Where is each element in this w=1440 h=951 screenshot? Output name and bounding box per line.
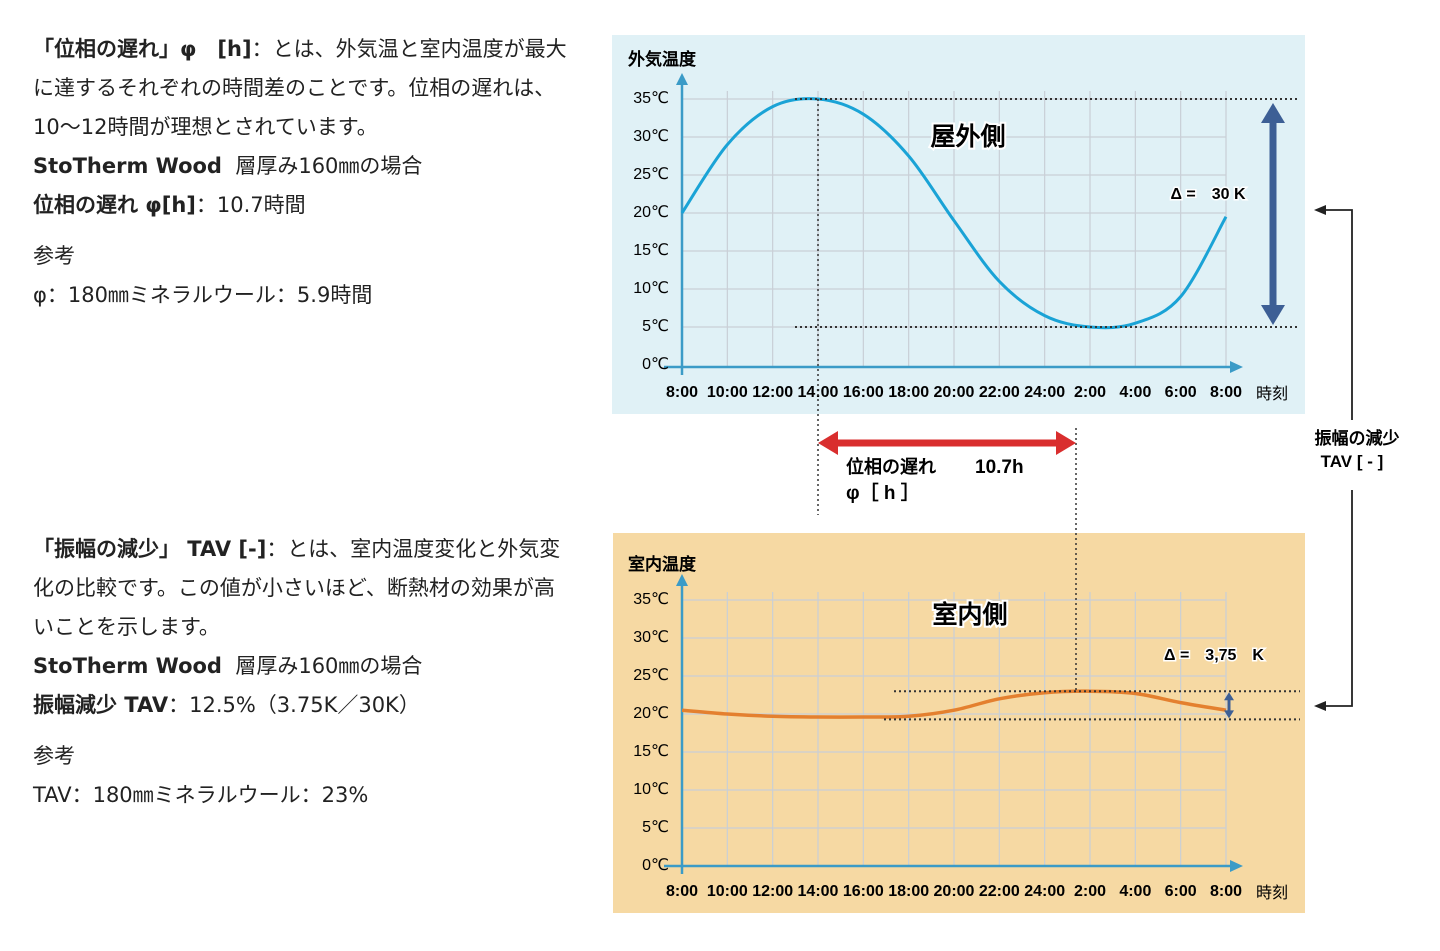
phase-result-label: 位相の遅れ φ[h] bbox=[33, 193, 196, 217]
x-axis-title: 時刻 bbox=[1256, 884, 1288, 902]
x-axis-title: 時刻 bbox=[1256, 385, 1288, 403]
tav-ref-label: 参考 bbox=[33, 744, 75, 768]
x-tick-label: 10:00 bbox=[707, 384, 748, 401]
x-axis-arrow-icon bbox=[1230, 361, 1243, 373]
side-annotation: 屋外側 bbox=[930, 122, 1005, 151]
y-tick-label: 10℃ bbox=[633, 781, 669, 798]
y-axis-arrow-icon bbox=[676, 574, 688, 586]
tav-result-label: 振幅減少 TAV bbox=[33, 693, 169, 717]
y-tick-label: 25℃ bbox=[633, 166, 669, 183]
x-tick-label: 10:00 bbox=[707, 883, 748, 900]
y-tick-label: 20℃ bbox=[633, 204, 669, 221]
indoor-panel bbox=[613, 533, 1305, 913]
series-line-indoor bbox=[681, 689, 1227, 719]
tav-unit: TAV [ - ] bbox=[1321, 452, 1384, 471]
x-tick-label: 14:00 bbox=[798, 883, 839, 900]
y-axis-title: 室内温度 bbox=[628, 554, 697, 574]
x-tick-label: 4:00 bbox=[1119, 883, 1151, 900]
phase-value: 10.7h bbox=[975, 457, 1024, 478]
y-tick-label: 15℃ bbox=[633, 743, 669, 760]
phase-ref-label: 参考 bbox=[33, 244, 75, 268]
phase-product: StoTherm Wood bbox=[33, 154, 222, 178]
y-tick-label: 0℃ bbox=[642, 356, 669, 373]
x-tick-label: 8:00 bbox=[1210, 384, 1242, 401]
y-axis-arrow-icon bbox=[676, 73, 688, 85]
y-tick-label: 30℃ bbox=[633, 629, 669, 646]
x-tick-label: 12:00 bbox=[752, 384, 793, 401]
y-tick-label: 5℃ bbox=[642, 819, 669, 836]
x-tick-label: 8:00 bbox=[1210, 883, 1242, 900]
x-tick-label: 20:00 bbox=[934, 883, 975, 900]
delta-label: Δ = 3,75 K bbox=[1164, 647, 1264, 664]
y-tick-label: 35℃ bbox=[633, 591, 669, 608]
x-tick-label: 14:00 bbox=[798, 384, 839, 401]
tav-description: ：とは、室内温度変化と外気変化の比較です。この値が小さいほど、断熱材の効果が高い… bbox=[33, 537, 561, 639]
tav-bracket bbox=[1322, 209, 1353, 707]
tav-case: 層厚み160㎜の場合 bbox=[235, 654, 423, 678]
x-tick-label: 16:00 bbox=[843, 384, 884, 401]
y-tick-label: 35℃ bbox=[633, 90, 669, 107]
y-tick-label: 0℃ bbox=[642, 857, 669, 874]
tav-label: 振幅の減少 bbox=[1315, 428, 1400, 448]
y-axis-title: 外気温度 bbox=[628, 49, 697, 69]
y-tick-label: 10℃ bbox=[633, 280, 669, 297]
x-tick-label: 6:00 bbox=[1165, 883, 1197, 900]
tav-product: StoTherm Wood bbox=[33, 654, 222, 678]
side-annotation: 室内側 bbox=[932, 600, 1007, 629]
x-tick-label: 22:00 bbox=[979, 384, 1020, 401]
tav-result-value: ：12.5%（3.75K／30K） bbox=[168, 693, 420, 717]
phase-ref-text: φ：180㎜ミネラルウール：5.9時間 bbox=[33, 283, 373, 307]
phase-title: 「位相の遅れ」φ [h] bbox=[33, 37, 252, 61]
phase-description: ：とは、外気温と室内温度が最大に達するそれぞれの時間差のことです。位相の遅れは、… bbox=[33, 37, 567, 139]
x-tick-label: 8:00 bbox=[666, 883, 698, 900]
phase-result-value: ：10.7時間 bbox=[195, 193, 306, 217]
x-tick-label: 2:00 bbox=[1074, 384, 1106, 401]
delta-arrow-up-icon bbox=[1261, 103, 1285, 123]
x-tick-label: 16:00 bbox=[843, 883, 884, 900]
tav-ref-text: TAV：180㎜ミネラルウール：23% bbox=[33, 783, 369, 807]
x-tick-label: 22:00 bbox=[979, 883, 1020, 900]
amplitude-explanation: 「振幅の減少」 TAV [-]：とは、室内温度変化と外気変化の比較です。この値が… bbox=[33, 530, 573, 815]
phase-arrow bbox=[818, 431, 1076, 455]
bracket-arrow-top-icon bbox=[1314, 205, 1326, 215]
x-tick-label: 20:00 bbox=[934, 384, 975, 401]
x-tick-label: 12:00 bbox=[752, 883, 793, 900]
x-tick-label: 24:00 bbox=[1024, 883, 1065, 900]
y-tick-label: 15℃ bbox=[633, 242, 669, 259]
phase-label: 位相の遅れ bbox=[846, 456, 936, 477]
x-axis-arrow-icon bbox=[1230, 860, 1243, 872]
x-tick-label: 24:00 bbox=[1024, 384, 1065, 401]
phase-case: 層厚み160㎜の場合 bbox=[235, 154, 423, 178]
tav-title: 「振幅の減少」 TAV [-] bbox=[33, 537, 267, 561]
phase-unit: φ［ h ］ bbox=[846, 481, 920, 504]
delta-arrow-down-icon bbox=[1261, 305, 1285, 325]
x-tick-label: 18:00 bbox=[888, 384, 929, 401]
x-tick-label: 8:00 bbox=[666, 384, 698, 401]
delta-arrow-up-icon bbox=[1224, 692, 1234, 701]
x-tick-label: 6:00 bbox=[1165, 384, 1197, 401]
phase-shift-explanation: 「位相の遅れ」φ [h]：とは、外気温と室内温度が最大に達するそれぞれの時間差の… bbox=[33, 30, 573, 315]
x-tick-label: 18:00 bbox=[888, 883, 929, 900]
bracket-arrow-bottom-icon bbox=[1314, 701, 1326, 711]
y-tick-label: 25℃ bbox=[633, 667, 669, 684]
series-line-outdoor bbox=[680, 97, 1228, 330]
delta-arrow-down-icon bbox=[1224, 710, 1234, 719]
x-tick-label: 2:00 bbox=[1074, 883, 1106, 900]
y-tick-label: 30℃ bbox=[633, 128, 669, 145]
x-tick-label: 4:00 bbox=[1119, 384, 1151, 401]
y-tick-label: 20℃ bbox=[633, 705, 669, 722]
delta-label: Δ = 30 K bbox=[1170, 186, 1246, 203]
y-tick-label: 5℃ bbox=[642, 318, 669, 335]
